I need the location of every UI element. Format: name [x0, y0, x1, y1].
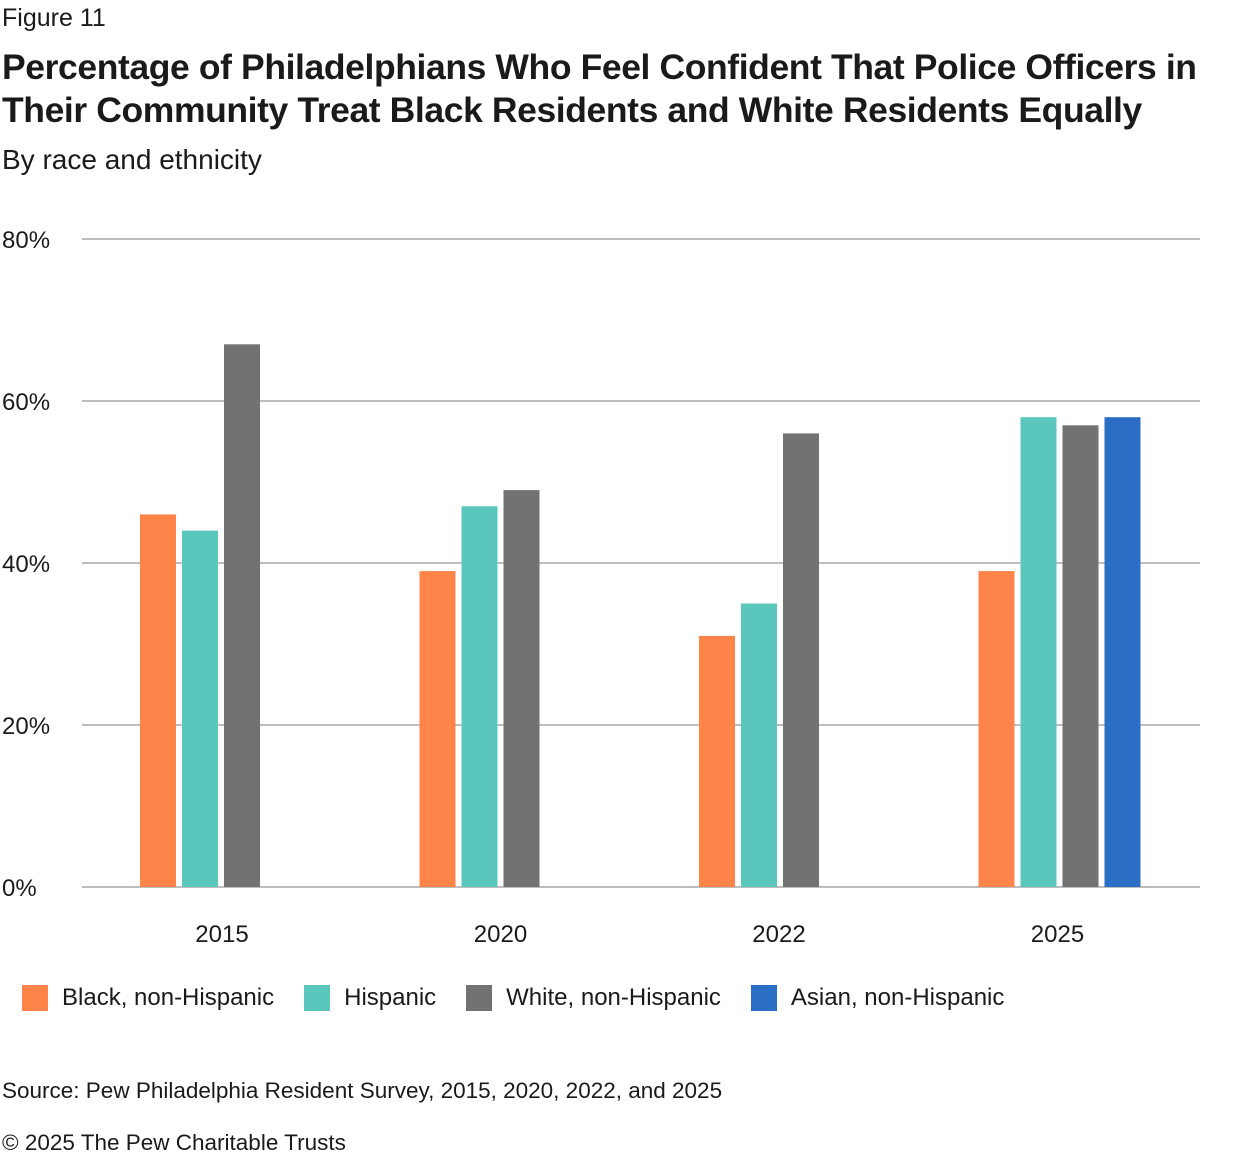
x-tick-label: 2020 [474, 921, 527, 948]
y-tick-label: 40% [2, 551, 50, 578]
legend-swatch-white [466, 985, 493, 1011]
bar-2025-asian-non-hispanic [1104, 417, 1141, 887]
figure-label: Figure 11 [2, 4, 106, 32]
bar-2015-hispanic [182, 530, 218, 887]
legend-item-hispanic: Hispanic [304, 984, 436, 1012]
x-tick-label: 2022 [752, 921, 805, 948]
source-note: Source: Pew Philadelphia Resident Survey… [2, 1078, 723, 1103]
bar-2025-hispanic [1020, 417, 1057, 887]
copyright-note: © 2025 The Pew Charitable Trusts [2, 1130, 346, 1155]
bar-2020-white-non-hispanic [503, 490, 540, 887]
legend-label-white: White, non-Hispanic [506, 984, 721, 1011]
legend-label-black: Black, non-Hispanic [62, 984, 275, 1011]
bar-2022-black-non-hispanic [699, 635, 735, 887]
legend-item-black: Black, non-Hispanic [22, 984, 274, 1012]
legend: Black, non-Hispanic Hispanic White, non-… [22, 984, 1034, 1012]
legend-item-white: White, non-Hispanic [466, 984, 721, 1012]
y-tick-label: 60% [2, 389, 50, 416]
bar-2025-white-non-hispanic [1062, 425, 1099, 887]
bar-2022-hispanic [741, 603, 777, 887]
legend-label-asian: Asian, non-Hispanic [790, 984, 1005, 1011]
chart-subtitle: By race and ethnicity [2, 144, 262, 175]
bar-2020-hispanic [461, 506, 498, 887]
chart-title: Percentage of Philadelphians Who Feel Co… [2, 47, 1197, 130]
y-tick-label: 0% [2, 875, 37, 902]
bar-2022-white-non-hispanic [783, 433, 819, 887]
legend-swatch-hispanic [304, 985, 331, 1011]
y-tick-label: 20% [2, 713, 50, 740]
bar-2015-black-non-hispanic [140, 514, 176, 887]
legend-label-hispanic: Hispanic [344, 984, 437, 1011]
bar-chart: 0% 20% 40% 60% 80% 2015 2020 2022 2025 [2, 227, 1200, 948]
bar-2020-black-non-hispanic [419, 571, 456, 887]
legend-item-asian: Asian, non-Hispanic [750, 984, 1005, 1012]
x-tick-label: 2025 [1031, 921, 1084, 948]
y-tick-label: 80% [2, 227, 50, 254]
bar-2025-black-non-hispanic [978, 571, 1015, 887]
legend-swatch-asian [750, 985, 777, 1011]
x-tick-label: 2015 [195, 921, 248, 948]
bar-2015-white-non-hispanic [224, 344, 260, 887]
legend-swatch-black [22, 985, 48, 1011]
